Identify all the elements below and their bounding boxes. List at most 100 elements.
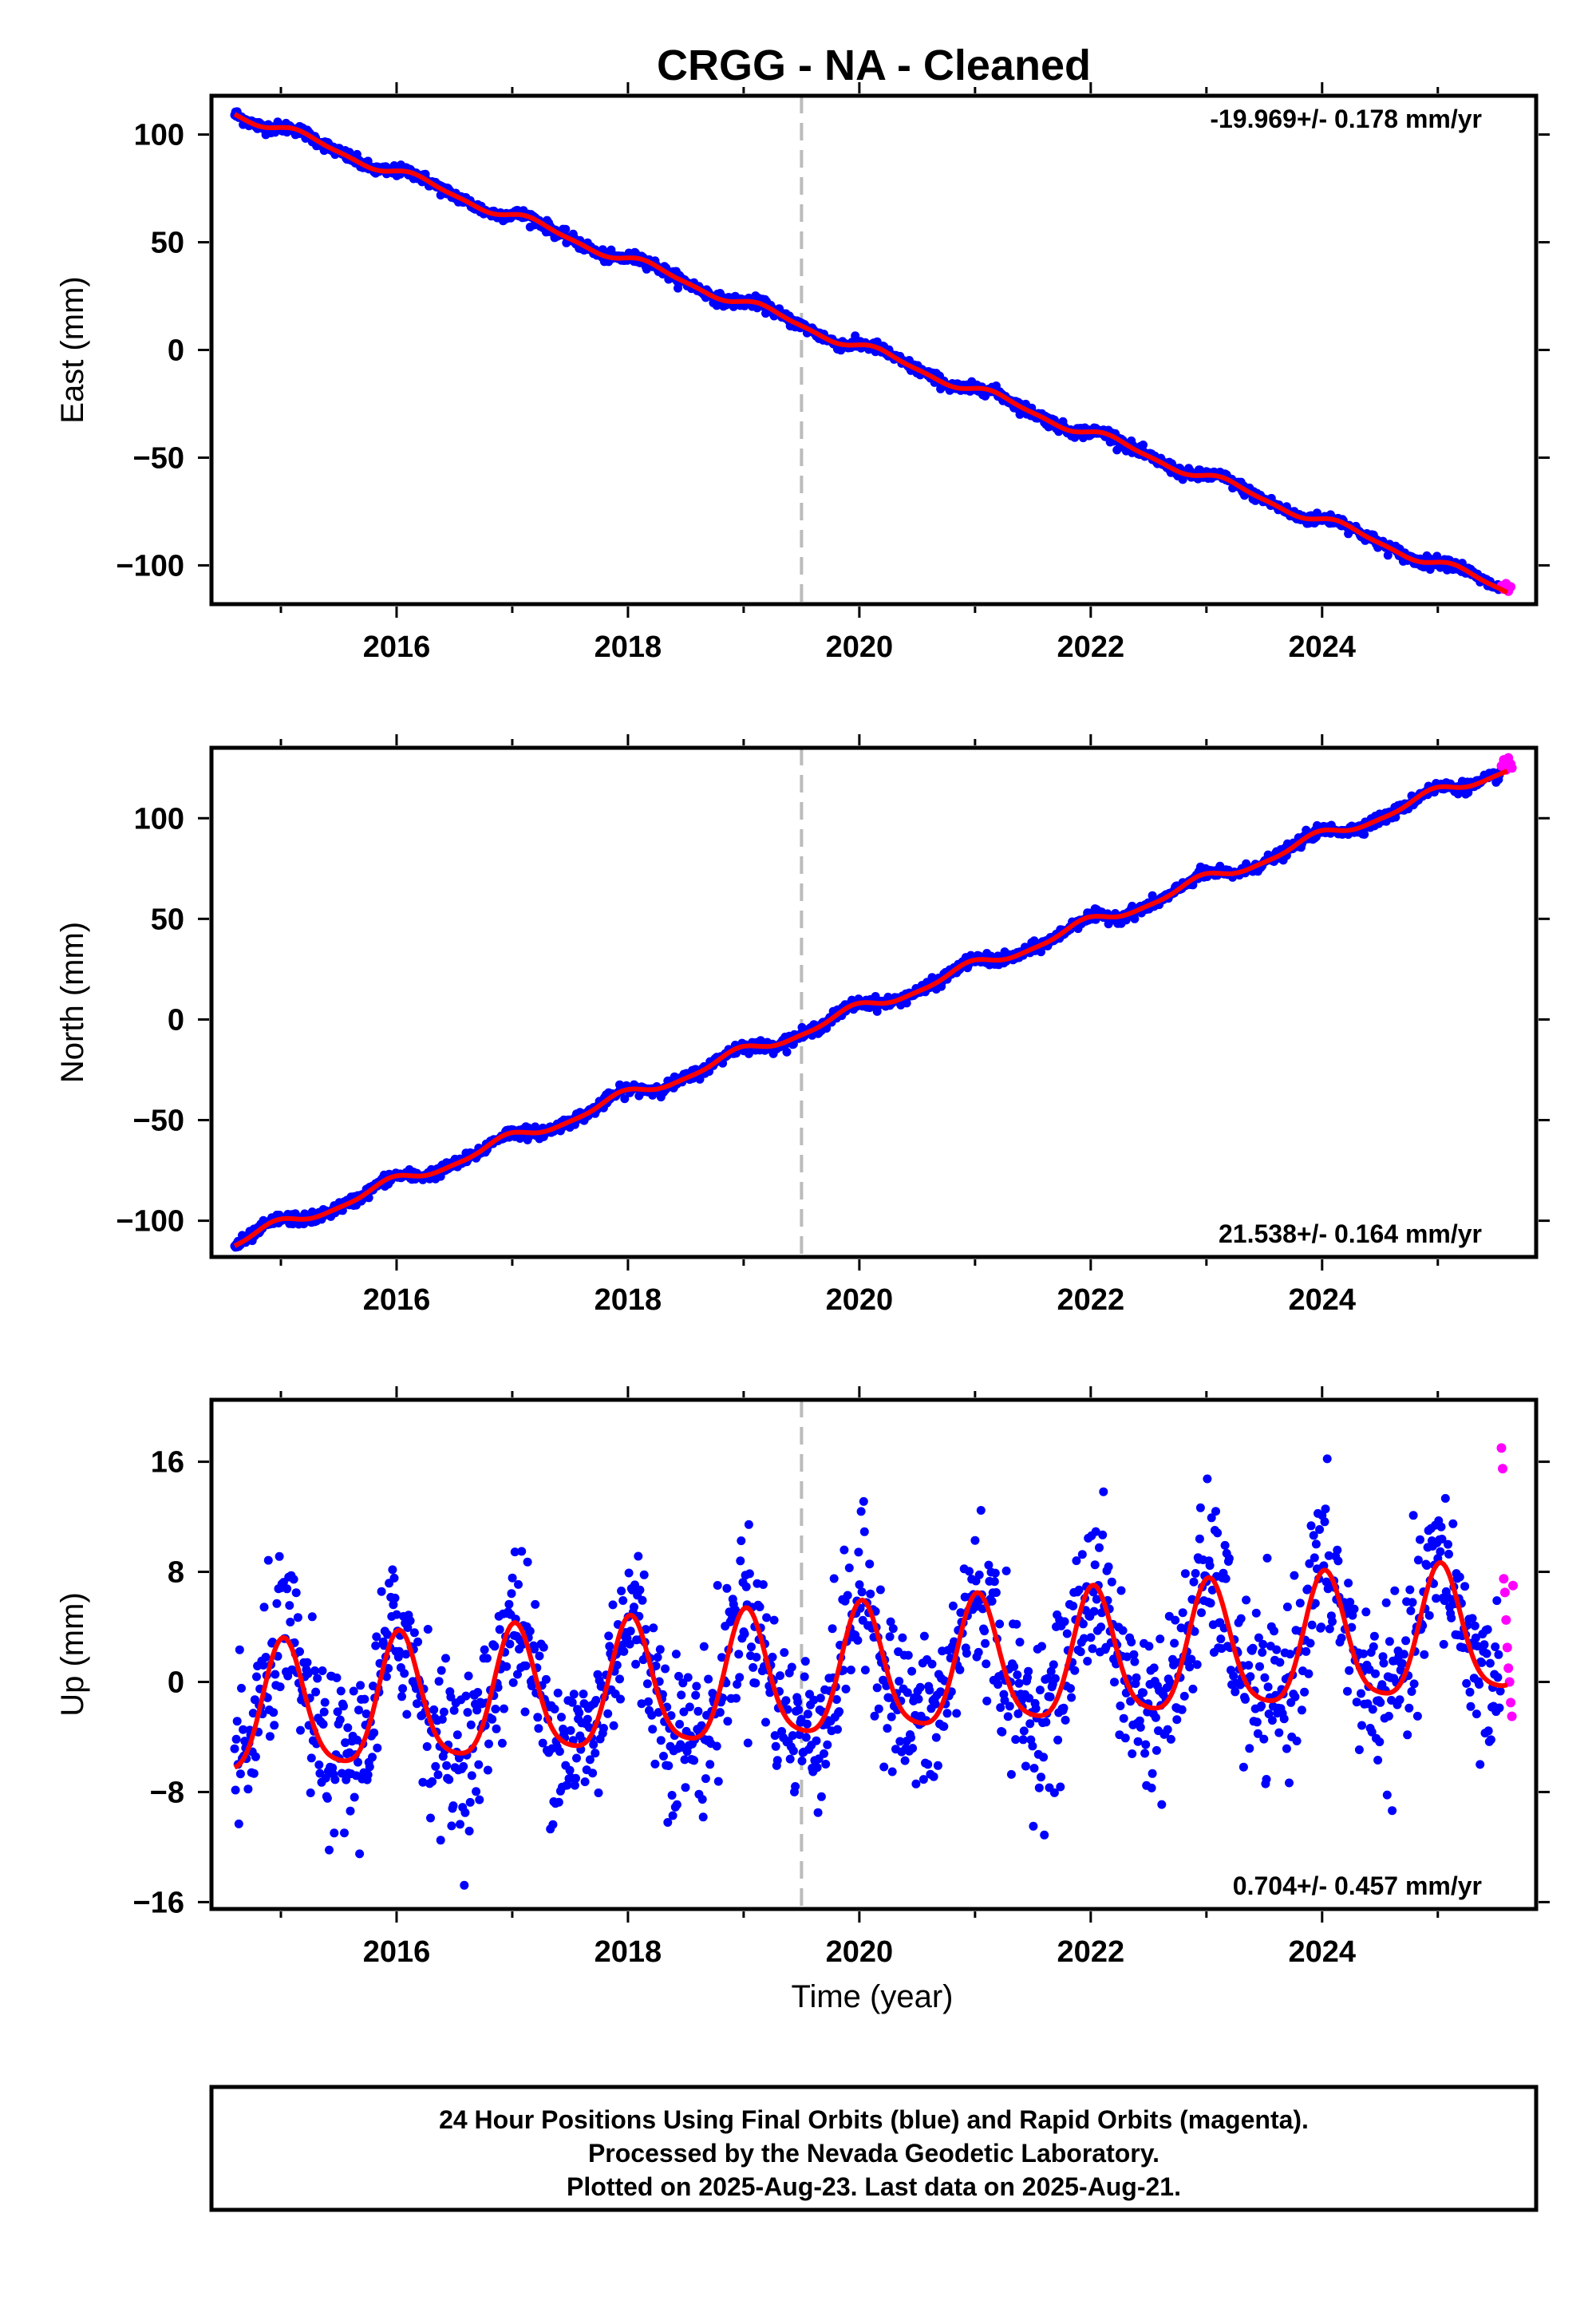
up-point bbox=[1495, 1686, 1505, 1696]
up-point bbox=[1420, 1650, 1429, 1659]
up-point bbox=[844, 1563, 854, 1573]
up-point bbox=[302, 1658, 312, 1667]
up-point bbox=[1206, 1599, 1215, 1608]
up-point bbox=[859, 1496, 868, 1506]
up-point bbox=[1216, 1634, 1226, 1644]
up-point bbox=[589, 1740, 598, 1749]
up-point bbox=[803, 1709, 812, 1719]
up-point bbox=[588, 1769, 598, 1778]
up-point bbox=[1067, 1693, 1077, 1702]
north-point bbox=[902, 998, 911, 1008]
up-point bbox=[930, 1699, 940, 1709]
up-point bbox=[791, 1782, 800, 1791]
up-point bbox=[1408, 1511, 1418, 1520]
up-point bbox=[982, 1696, 992, 1705]
up-point bbox=[812, 1763, 822, 1773]
up-point bbox=[553, 1688, 563, 1697]
up-point bbox=[1440, 1494, 1450, 1503]
north-rapid-point bbox=[1507, 763, 1517, 773]
north-point bbox=[782, 1047, 792, 1057]
up-point bbox=[796, 1714, 806, 1724]
up-point bbox=[303, 1669, 313, 1678]
up-point bbox=[659, 1752, 668, 1761]
up-point bbox=[495, 1625, 504, 1634]
up-rapid-point bbox=[1499, 1574, 1509, 1584]
up-point bbox=[1156, 1634, 1165, 1644]
up-point bbox=[617, 1587, 626, 1595]
up-point bbox=[723, 1717, 733, 1726]
up-point bbox=[306, 1788, 315, 1797]
up-point bbox=[448, 1801, 458, 1811]
up-point bbox=[1369, 1642, 1378, 1651]
up-point bbox=[389, 1573, 399, 1583]
up-point bbox=[1013, 1709, 1023, 1718]
up-point bbox=[1255, 1662, 1264, 1671]
up-point bbox=[270, 1721, 279, 1730]
up-rapid-point bbox=[1506, 1697, 1516, 1708]
up-point bbox=[788, 1746, 798, 1756]
up-point bbox=[914, 1694, 923, 1704]
up-point bbox=[1062, 1629, 1072, 1638]
up-point bbox=[699, 1642, 709, 1651]
up-point bbox=[1090, 1560, 1100, 1570]
up-point bbox=[990, 1568, 1000, 1578]
up-point bbox=[1178, 1608, 1187, 1618]
up-point bbox=[974, 1570, 984, 1579]
up-point bbox=[335, 1715, 345, 1725]
up-point bbox=[1025, 1719, 1035, 1729]
up-point bbox=[683, 1673, 693, 1682]
up-point bbox=[275, 1682, 285, 1692]
up-point bbox=[713, 1777, 723, 1786]
up-point bbox=[466, 1720, 476, 1729]
up-point bbox=[1405, 1585, 1415, 1595]
up-point bbox=[508, 1678, 518, 1687]
up-point bbox=[1311, 1539, 1321, 1549]
up-point bbox=[1404, 1703, 1414, 1713]
up-point bbox=[887, 1712, 896, 1721]
up-point bbox=[846, 1666, 855, 1674]
up-point bbox=[925, 1686, 934, 1695]
up-point bbox=[1207, 1513, 1216, 1523]
up-point bbox=[681, 1783, 690, 1792]
up-point bbox=[389, 1600, 398, 1610]
up-point bbox=[282, 1584, 292, 1594]
up-rapid-orbit-points bbox=[1496, 1443, 1518, 1721]
up-point bbox=[442, 1761, 452, 1770]
up-point bbox=[591, 1696, 601, 1705]
up-point bbox=[1486, 1735, 1495, 1745]
up-point bbox=[422, 1742, 432, 1751]
up-point bbox=[464, 1826, 474, 1836]
up-point bbox=[1151, 1713, 1160, 1722]
up-point bbox=[1003, 1712, 1013, 1721]
up-point bbox=[1059, 1703, 1069, 1713]
up-y-tick-label: −8 bbox=[150, 1776, 184, 1809]
up-point bbox=[998, 1727, 1007, 1737]
up-point bbox=[648, 1725, 658, 1734]
up-point bbox=[752, 1653, 761, 1662]
east-frame bbox=[209, 93, 1539, 607]
up-point bbox=[403, 1623, 413, 1632]
up-point bbox=[1092, 1595, 1101, 1604]
up-point bbox=[1049, 1788, 1059, 1797]
up-point bbox=[962, 1649, 971, 1658]
up-point bbox=[313, 1674, 322, 1683]
up-point bbox=[990, 1577, 999, 1587]
up-point bbox=[1029, 1764, 1039, 1773]
up-point bbox=[816, 1694, 825, 1703]
east-y-axis-label: East (mm) bbox=[55, 276, 90, 423]
up-point bbox=[1476, 1760, 1485, 1769]
up-point bbox=[397, 1692, 406, 1701]
up-point bbox=[343, 1723, 353, 1733]
up-point bbox=[689, 1756, 699, 1765]
up-point bbox=[1046, 1666, 1056, 1676]
up-point bbox=[598, 1724, 608, 1733]
up-rate-label: 0.704+/- 0.457 mm/yr bbox=[1233, 1871, 1482, 1900]
north-x-tick-label: 2020 bbox=[826, 1283, 894, 1317]
up-point bbox=[1397, 1658, 1407, 1668]
up-point bbox=[736, 1556, 745, 1566]
up-point bbox=[697, 1721, 706, 1730]
up-point bbox=[1378, 1652, 1388, 1662]
up-point bbox=[1324, 1551, 1333, 1560]
up-point bbox=[275, 1551, 284, 1561]
up-point bbox=[991, 1588, 1001, 1597]
